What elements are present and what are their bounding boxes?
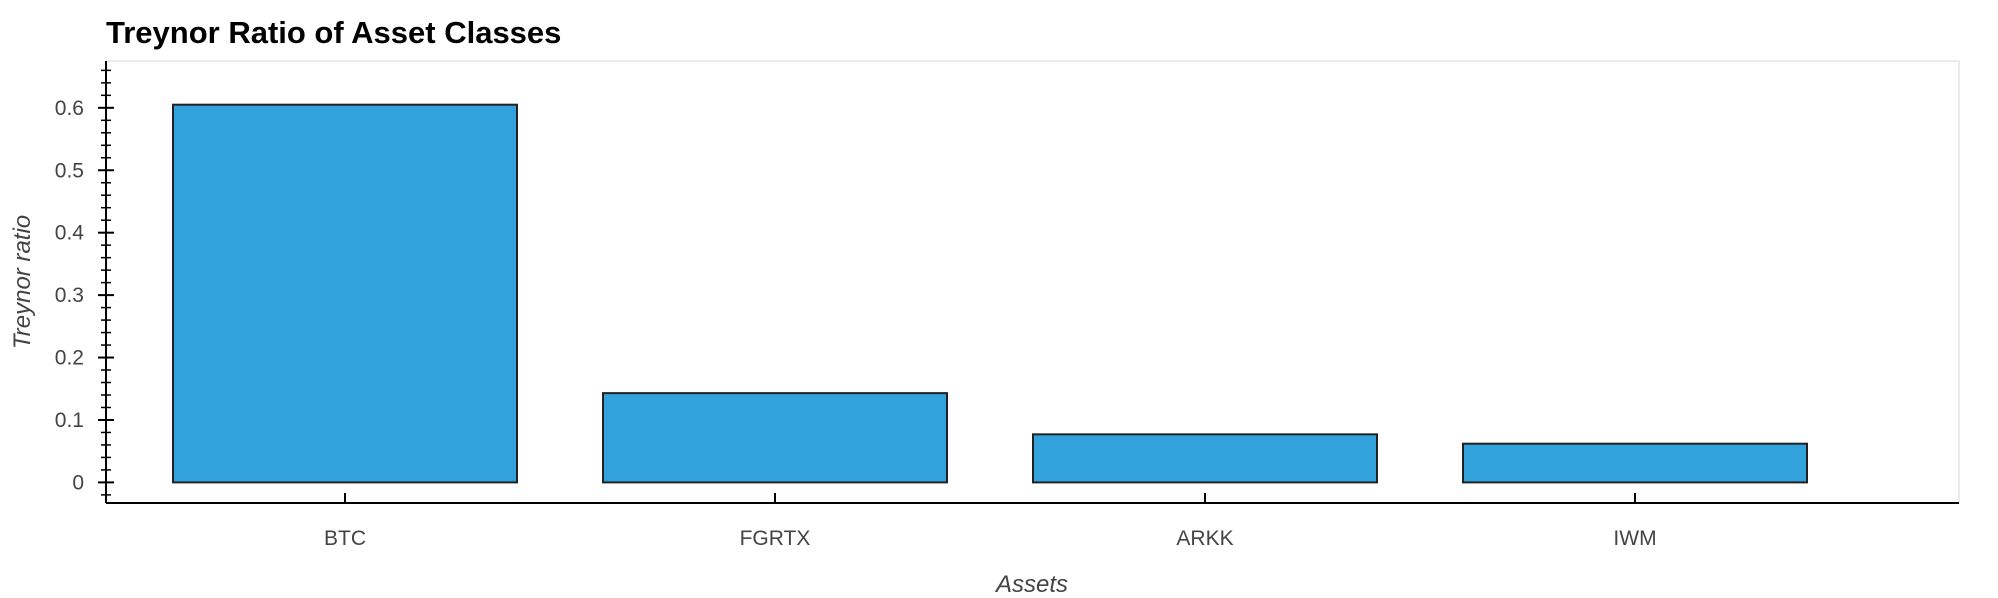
bars-group bbox=[172, 103, 1808, 484]
x-tick-label: FGRTX bbox=[740, 527, 811, 550]
chart-title: Treynor Ratio of Asset Classes bbox=[106, 15, 561, 50]
y-tick-label: 0.1 bbox=[55, 409, 84, 432]
y-tick-label: 0.5 bbox=[55, 159, 84, 182]
x-tick-label: IWM bbox=[1613, 527, 1656, 550]
x-tick-label: ARKK bbox=[1176, 527, 1233, 550]
x-ticks: BTC FGRTX ARKK IWM bbox=[324, 493, 1657, 550]
y-ticks: 0 0.1 0.2 0.3 0.4 0.5 0.6 bbox=[55, 69, 114, 496]
bar-btc bbox=[172, 103, 518, 484]
bar-arkk bbox=[1032, 433, 1378, 484]
y-tick-label: 0.6 bbox=[55, 97, 84, 120]
x-axis-label: Assets bbox=[994, 571, 1068, 598]
y-axis-label: Treynor ratio bbox=[9, 215, 36, 349]
x-tick-label: BTC bbox=[324, 527, 366, 550]
y-tick-label: 0.3 bbox=[55, 284, 84, 307]
y-tick-label: 0.2 bbox=[55, 347, 84, 370]
bar-fgrtx bbox=[602, 392, 948, 484]
bar-iwm bbox=[1462, 442, 1808, 484]
y-tick-label: 0 bbox=[72, 471, 84, 494]
y-tick-label: 0.4 bbox=[55, 222, 85, 245]
